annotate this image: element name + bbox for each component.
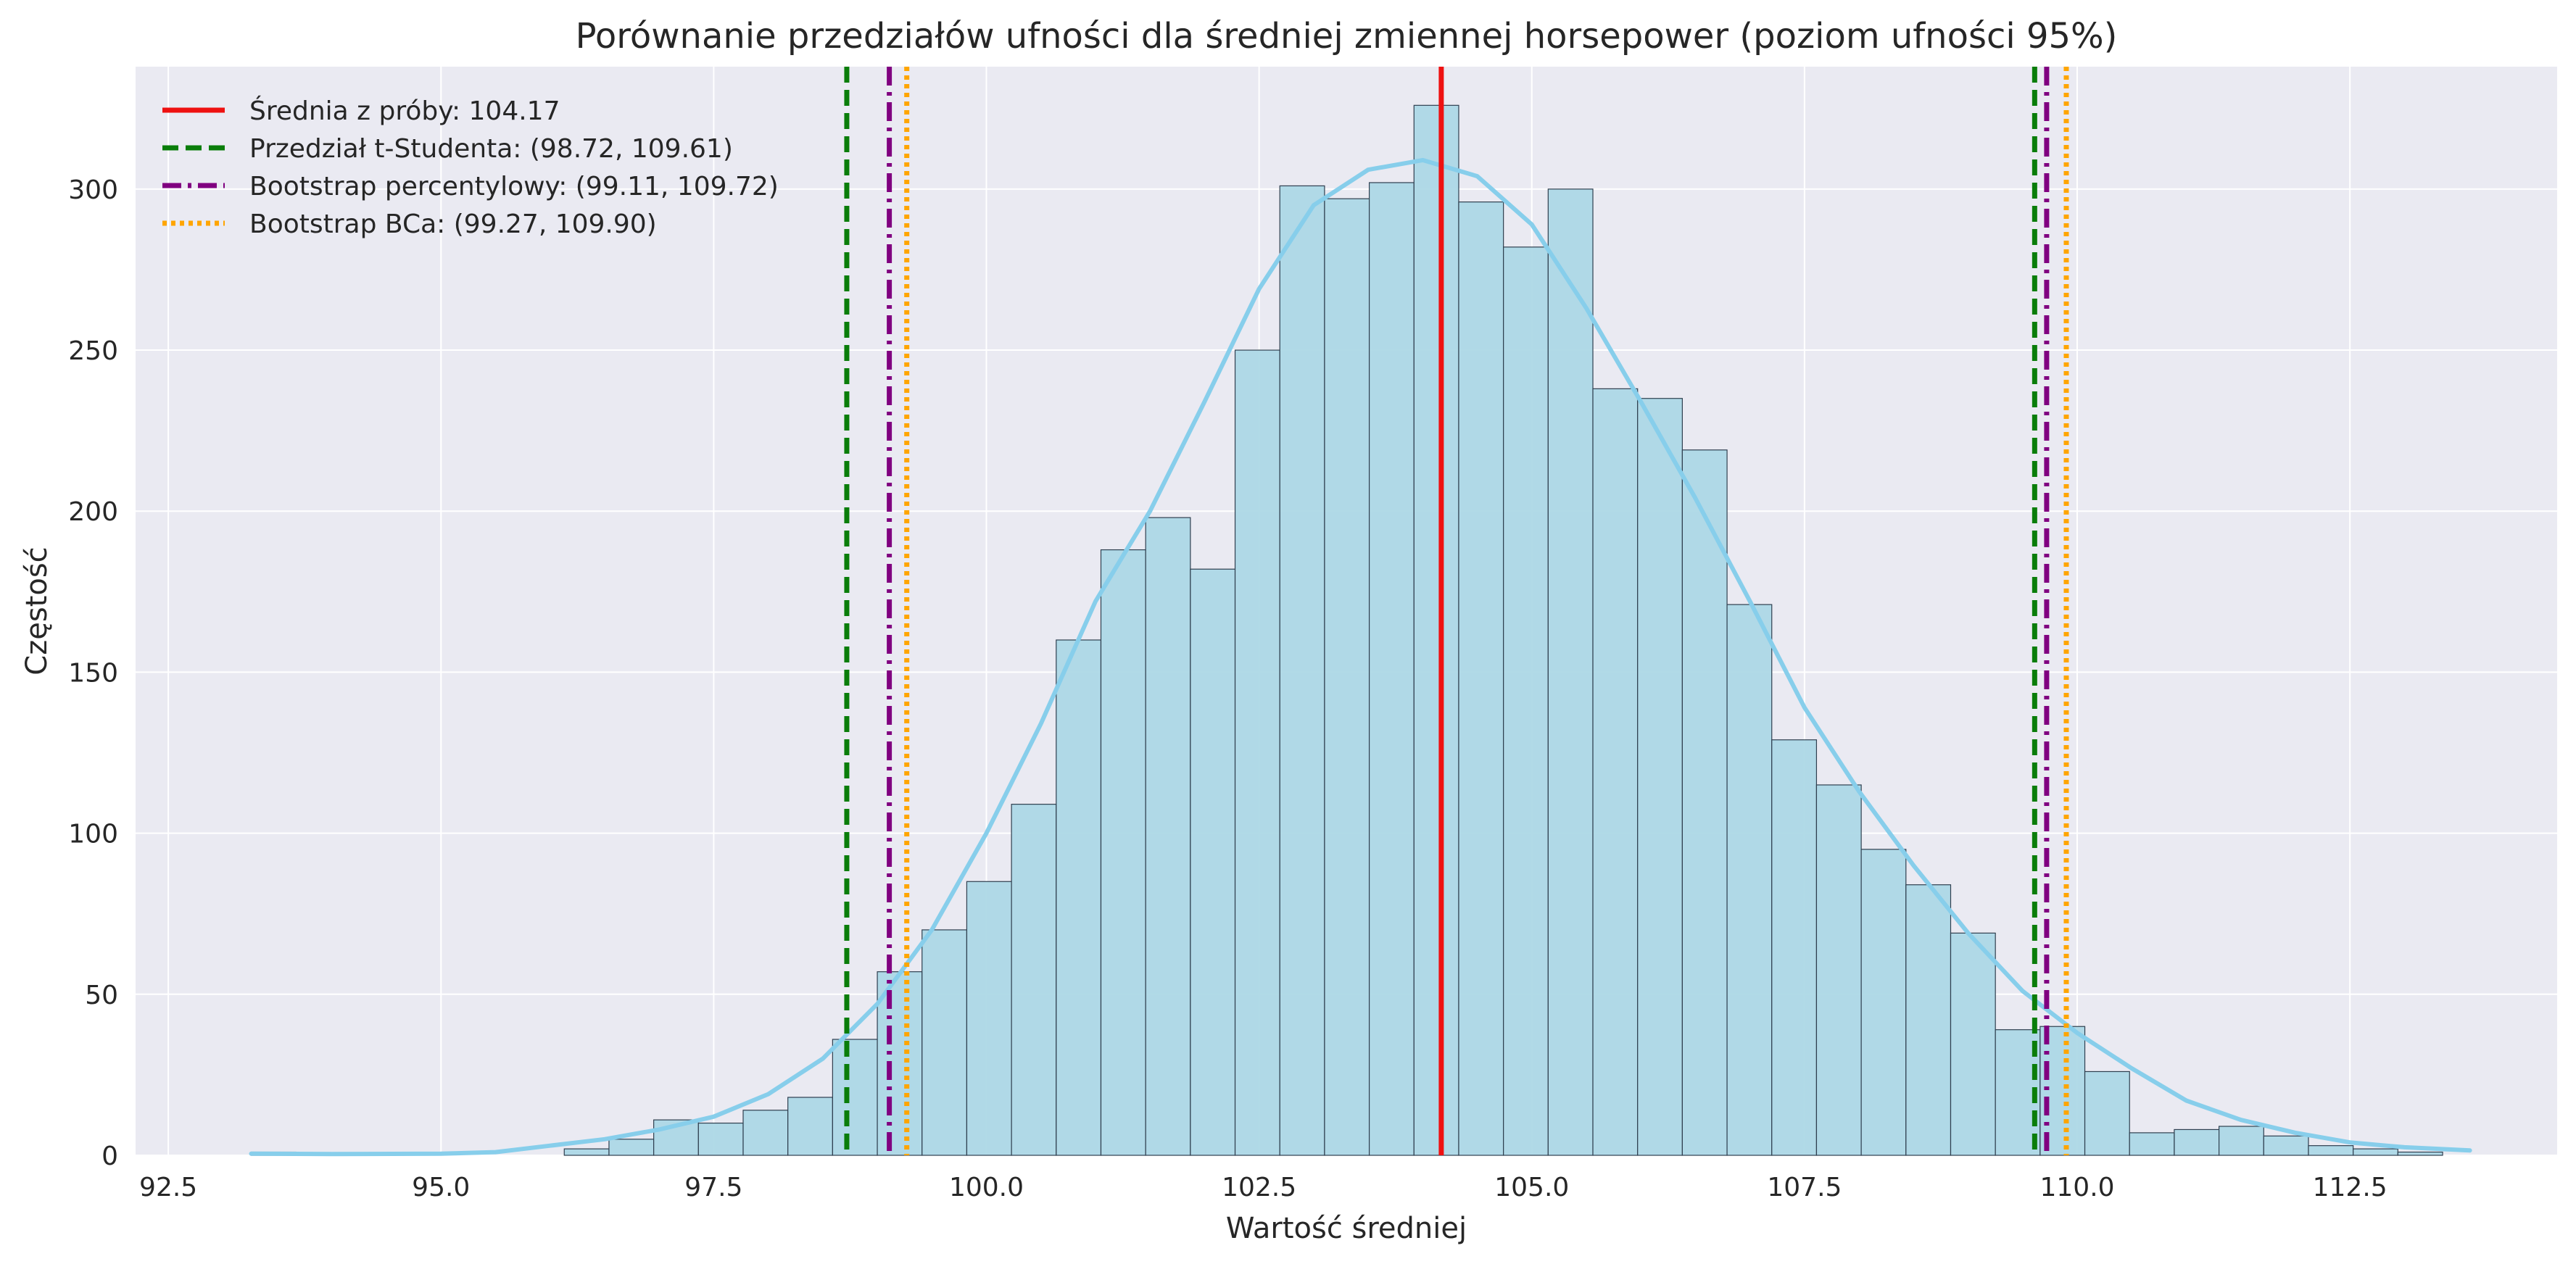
kde-curve [249, 157, 2472, 1157]
histogram-bar [877, 971, 923, 1156]
histogram-bar [1547, 188, 1594, 1156]
x-tick-label: 107.5 [1767, 1173, 1842, 1202]
histogram-bar [1905, 884, 1952, 1156]
histogram-bar [1279, 185, 1325, 1156]
x-tick-label: 110.0 [2039, 1173, 2114, 1202]
x-tick-label: 102.5 [1222, 1173, 1296, 1202]
histogram-bar [1950, 932, 1996, 1156]
x-tick-label: 92.5 [139, 1173, 197, 1202]
legend: Średnia z próby: 104.17 Przedział t-Stude… [162, 96, 779, 239]
x-tick-labels: 92.5 95.0 97.5 100.0 102.5 105.0 107.5 110.0 112… [139, 1173, 2387, 1202]
histogram-bar [1413, 104, 1459, 1156]
histogram-bar [2174, 1128, 2220, 1156]
y-tick-label: 250 [68, 336, 118, 366]
histogram-bar [1503, 246, 1549, 1156]
histogram-bar [1815, 784, 1862, 1156]
histogram-bar [1324, 198, 1370, 1156]
histogram-bar [922, 929, 968, 1156]
histogram-bar [1771, 739, 1818, 1156]
histogram-bar [1860, 849, 1907, 1156]
x-tick-label: 95.0 [412, 1173, 470, 1202]
histogram-bar [2397, 1151, 2443, 1156]
histogram-bar [608, 1139, 655, 1156]
x-tick-label: 105.0 [1494, 1173, 1569, 1202]
histogram-bar [2219, 1126, 2264, 1156]
histogram-bar [1190, 568, 1236, 1156]
histogram-bar [2263, 1135, 2309, 1156]
histogram-bar [2353, 1148, 2398, 1156]
histogram-bars [250, 104, 2443, 1156]
histogram-bar [2129, 1132, 2175, 1156]
histogram-bar [1458, 201, 1504, 1156]
histogram-bar [1726, 604, 1773, 1156]
histogram-bar [832, 1039, 878, 1156]
histogram-bar [787, 1097, 833, 1156]
y-tick-label: 50 [85, 981, 118, 1010]
histogram-bar [1368, 182, 1415, 1156]
histogram-bar [1592, 388, 1639, 1156]
y-tick-label: 0 [102, 1142, 118, 1171]
histogram-bar [1681, 449, 1728, 1156]
legend-label: Bootstrap BCa: (99.27, 109.90) [249, 209, 657, 239]
histogram-bar [1234, 349, 1280, 1156]
y-tick-label: 100 [68, 820, 118, 849]
histogram-bar [1145, 517, 1191, 1156]
histogram-bar [697, 1122, 744, 1156]
legend-label: Średnia z próby: 104.17 [249, 96, 560, 126]
x-tick-label: 97.5 [684, 1173, 742, 1202]
legend-label: Przedział t-Studenta: (98.72, 109.61) [249, 134, 733, 164]
y-tick-label: 300 [68, 175, 118, 205]
histogram-bar [1011, 804, 1057, 1156]
x-tick-label: 112.5 [2313, 1173, 2387, 1202]
y-tick-labels: 0 50 100 150 200 250 300 [68, 175, 118, 1171]
kde-curve-group [249, 157, 2472, 1157]
histogram-bar [2084, 1071, 2130, 1156]
histogram-bar [1056, 639, 1102, 1156]
y-tick-label: 200 [68, 497, 118, 527]
legend-label: Bootstrap percentylowy: (99.11, 109.72) [249, 172, 779, 201]
y-tick-label: 150 [68, 658, 118, 688]
chart-title: Porównanie przedziałów ufności dla średn… [576, 16, 2118, 57]
histogram-bar [742, 1110, 789, 1156]
x-tick-label: 100.0 [949, 1173, 1024, 1202]
x-axis-label: Wartość średniej [1226, 1212, 1467, 1245]
histogram-bar [2308, 1145, 2354, 1156]
interval-lines [844, 67, 2069, 1155]
histogram-bar [1637, 398, 1683, 1156]
histogram-bar [563, 1148, 610, 1156]
histogram-bar [966, 881, 1012, 1156]
histogram-bar [1100, 549, 1146, 1156]
y-axis-label: Częstość [20, 546, 54, 675]
